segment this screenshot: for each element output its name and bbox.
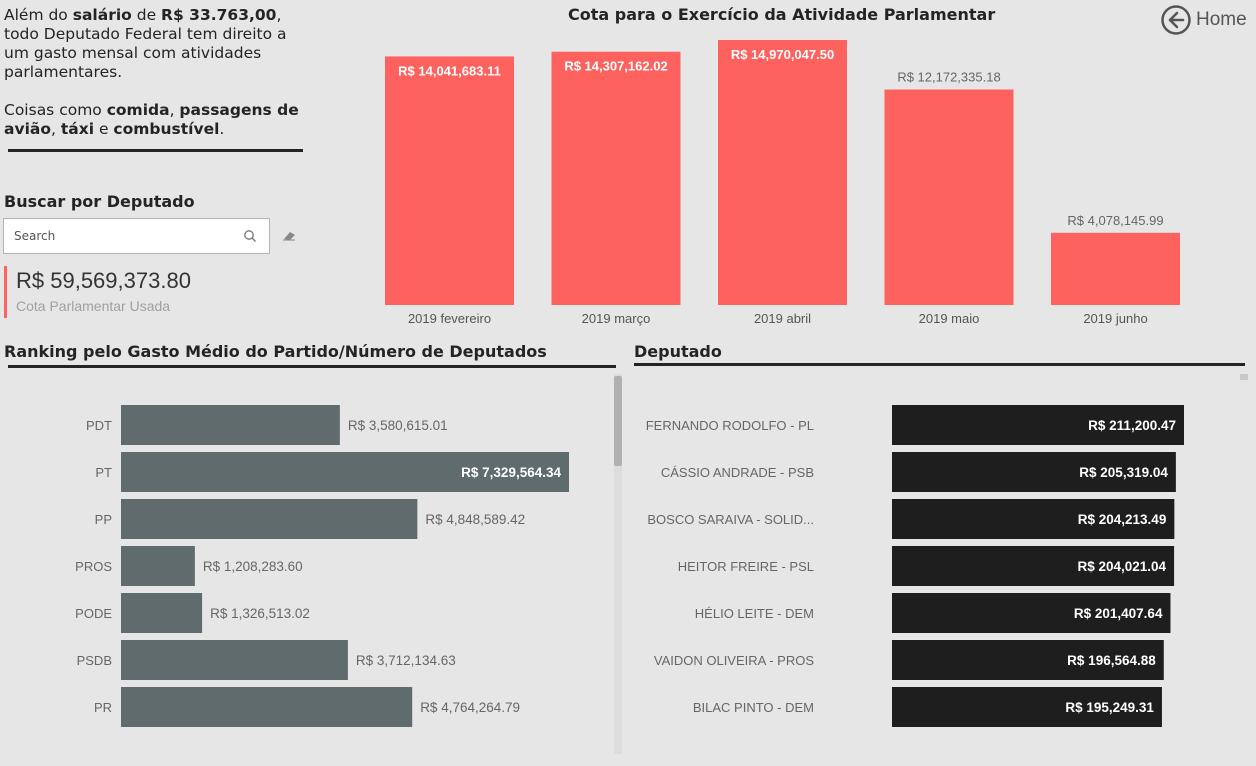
intro-divider (8, 149, 303, 152)
party-bar-value-label: R$ 3,712,134.63 (356, 653, 456, 668)
party-bar[interactable] (121, 687, 413, 727)
eraser-icon[interactable] (281, 229, 297, 241)
deputy-chart: FERNANDO RODOLFO - PL R$ 211,200.47 CÁSSIO… (646, 405, 1184, 727)
monthly-chart: R$ 14,041,683.11 2019 fevereiro R$ 14,307,… (385, 40, 1180, 326)
month-bar-value-label: R$ 12,172,335.18 (897, 70, 1000, 85)
party-bar-value-label: R$ 3,580,615.01 (348, 418, 448, 433)
deputy-scroll-up[interactable] (1240, 374, 1248, 380)
month-bar-value-label: R$ 4,078,145.99 (1067, 213, 1163, 228)
intro-paragraph-2: Coisas como comida, passagens de avião, … (4, 101, 299, 138)
search-box (3, 218, 270, 254)
kpi-label: Cota Parlamentar Usada (16, 298, 171, 314)
party-chart-title: Ranking pelo Gasto Médio do Partido/Núme… (4, 342, 547, 361)
party-bar[interactable] (121, 405, 340, 445)
deputy-bar-value-label: R$ 204,021.04 (1077, 559, 1166, 574)
month-axis-label: 2019 abril (754, 311, 811, 326)
month-bar-value-label: R$ 14,041,683.11 (398, 63, 501, 78)
deputy-bar-value-label: R$ 196,564.88 (1067, 653, 1156, 668)
party-label: PR (94, 700, 112, 715)
party-scrollbar-track[interactable] (614, 374, 622, 754)
home-button[interactable]: Home (1160, 4, 1247, 36)
home-label: Home (1196, 9, 1247, 30)
deputy-bar[interactable] (892, 593, 1171, 633)
party-bar[interactable] (121, 593, 203, 633)
month-bar[interactable] (1051, 232, 1180, 305)
month-axis-label: 2019 junho (1083, 311, 1147, 326)
party-scrollbar-thumb[interactable] (614, 376, 622, 466)
month-bar[interactable] (718, 40, 847, 305)
deputy-bar-value-label: R$ 201,407.64 (1074, 606, 1163, 621)
monthly-chart-title: Cota para o Exercício da Atividade Parla… (568, 5, 996, 24)
month-bar-value-label: R$ 14,307,162.02 (564, 59, 667, 74)
deputy-name-label: CÁSSIO ANDRADE - PSB (661, 465, 814, 480)
party-label: PP (95, 512, 112, 527)
party-label: PROS (75, 559, 112, 574)
deputy-bar[interactable] (892, 405, 1184, 445)
deputy-chart-divider (634, 363, 1245, 366)
party-label: PT (95, 465, 112, 480)
month-axis-label: 2019 maio (919, 311, 980, 326)
party-label: PODE (75, 606, 112, 621)
party-chart: PDT R$ 3,580,615.01 PT R$ 7,329,564.34 PP R$ … (75, 405, 569, 727)
intro-text: Além do salário de R$ 33.763,00, todo De… (4, 6, 304, 158)
month-axis-label: 2019 fevereiro (408, 311, 491, 326)
search-icon[interactable] (243, 229, 257, 243)
deputy-bar[interactable] (892, 640, 1164, 680)
kpi-value: R$ 59,569,373.80 (16, 268, 191, 293)
deputy-name-label: VAIDON OLIVEIRA - PROS (654, 653, 814, 668)
party-chart-divider (8, 365, 616, 368)
party-bar[interactable] (121, 452, 569, 492)
party-bar[interactable] (121, 499, 418, 539)
party-label: PSDB (77, 653, 112, 668)
party-bar[interactable] (121, 640, 348, 680)
deputy-name-label: FERNANDO RODOLFO - PL (646, 418, 814, 433)
party-bar-value-label: R$ 7,329,564.34 (461, 465, 561, 480)
month-bar-value-label: R$ 14,970,047.50 (731, 47, 834, 62)
deputy-bar-value-label: R$ 204,213.49 (1078, 512, 1167, 527)
deputy-bar[interactable] (892, 452, 1176, 492)
month-bar[interactable] (385, 56, 514, 305)
deputy-chart-title: Deputado (634, 342, 722, 361)
deputy-bar[interactable] (892, 546, 1175, 586)
search-title: Buscar por Deputado (4, 192, 195, 211)
party-bar-value-label: R$ 1,326,513.02 (210, 606, 310, 621)
kpi-card: R$ 59,569,373.80 Cota Parlamentar Usada (4, 266, 264, 318)
deputy-bar-value-label: R$ 195,249.31 (1065, 700, 1154, 715)
search-input[interactable] (4, 219, 234, 253)
party-bar-value-label: R$ 4,848,589.42 (425, 512, 525, 527)
month-axis-label: 2019 março (582, 311, 651, 326)
deputy-name-label: BOSCO SARAIVA - SOLID... (647, 512, 814, 527)
party-label: PDT (86, 418, 112, 433)
party-bar-value-label: R$ 1,208,283.60 (203, 559, 303, 574)
deputy-name-label: HÉLIO LEITE - DEM (695, 606, 814, 621)
intro-paragraph-1: Além do salário de R$ 33.763,00, todo De… (4, 6, 287, 81)
party-bar[interactable] (121, 546, 195, 586)
deputy-bar[interactable] (892, 499, 1175, 539)
deputy-bar-value-label: R$ 211,200.47 (1088, 418, 1176, 433)
month-bar[interactable] (551, 51, 681, 306)
deputy-bar-value-label: R$ 205,319.04 (1079, 465, 1168, 480)
deputy-name-label: BILAC PINTO - DEM (693, 700, 814, 715)
back-arrow-icon (1161, 5, 1191, 35)
deputy-name-label: HEITOR FREIRE - PSL (678, 559, 814, 574)
party-bar-value-label: R$ 4,764,264.79 (420, 700, 520, 715)
deputy-bar[interactable] (892, 687, 1162, 727)
month-bar[interactable] (884, 89, 1014, 305)
